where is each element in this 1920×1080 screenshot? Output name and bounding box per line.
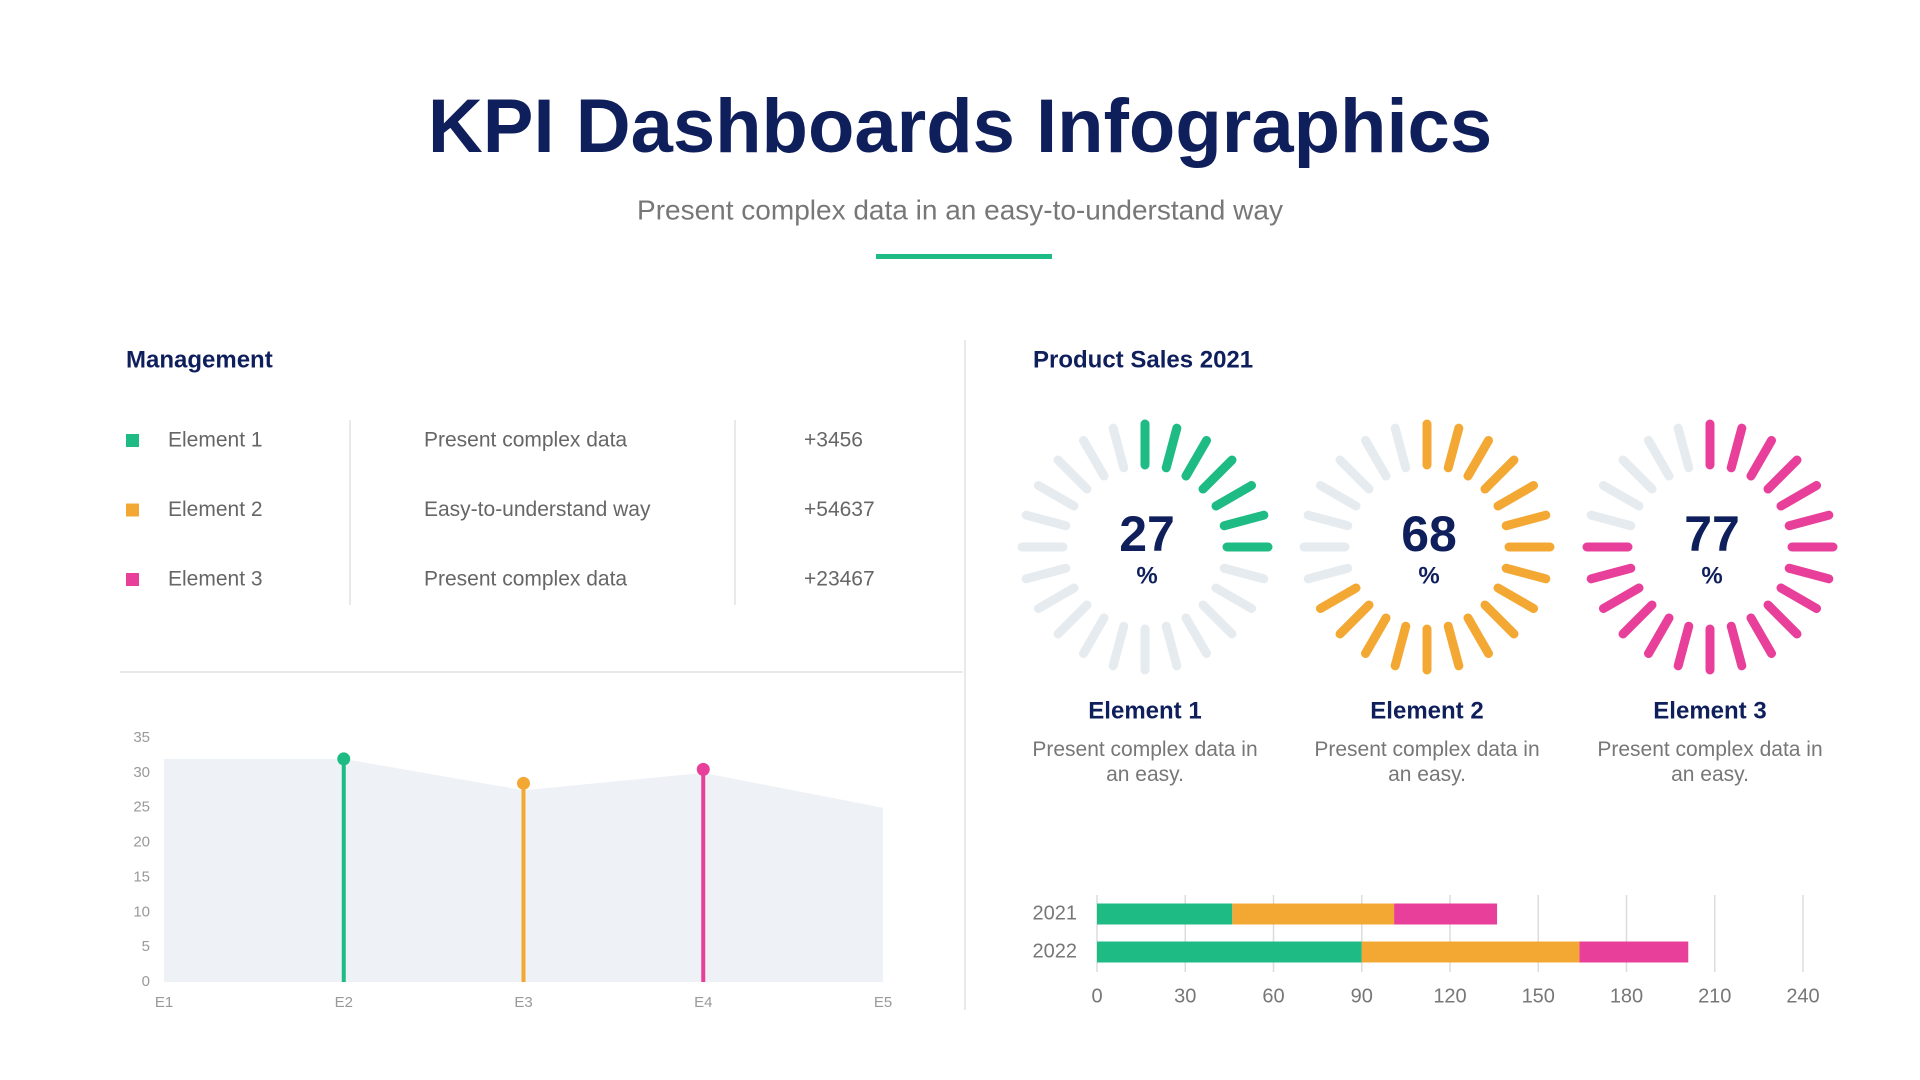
y-tick-label: 2021 — [1033, 902, 1078, 924]
gauge-fill — [1140, 419, 1273, 552]
row-value: +54637 — [804, 498, 875, 521]
gauge-fill — [1315, 419, 1555, 675]
section-title: Product Sales 2021 — [1033, 346, 1253, 373]
row-label: Element 2 — [168, 498, 263, 521]
gauge-fill — [1582, 419, 1838, 675]
x-tick-label: 0 — [1091, 985, 1102, 1007]
legend-swatch — [126, 503, 139, 517]
row-description: Easy-to-understand way — [424, 498, 651, 521]
bar-segment — [1361, 941, 1580, 963]
x-tick-label: E3 — [514, 994, 532, 1011]
gauge-value: 68 — [1401, 506, 1457, 562]
x-tick-label: 120 — [1433, 985, 1466, 1007]
x-tick-label: E4 — [694, 994, 712, 1011]
x-tick-label: E1 — [155, 994, 173, 1011]
stem-dot — [696, 762, 710, 776]
x-tick-label: 180 — [1610, 985, 1643, 1007]
x-tick-label: 240 — [1786, 985, 1819, 1007]
x-tick-label: E5 — [874, 994, 892, 1011]
bar-segment — [1394, 903, 1498, 925]
y-tick-label: 5 — [142, 938, 150, 955]
gauge-track — [1299, 423, 1411, 584]
y-tick-label: 15 — [133, 868, 150, 885]
x-tick-label: 210 — [1698, 985, 1731, 1007]
bar-segment — [1579, 941, 1689, 963]
row-value: +23467 — [804, 568, 875, 591]
element-name: Element 1 — [1088, 697, 1201, 724]
element-description: Present complex data in an easy. — [1597, 738, 1823, 786]
gauge-value: 77 — [1684, 506, 1740, 562]
element-description: Present complex data in an easy. — [1314, 738, 1540, 786]
bar-segment — [1232, 903, 1395, 925]
row-description: Present complex data — [424, 429, 627, 452]
gauge-unit: % — [1418, 562, 1439, 589]
stem-dot — [517, 776, 530, 790]
legend-swatch — [126, 434, 139, 447]
stem-dot — [337, 752, 351, 766]
row-label: Element 1 — [168, 429, 263, 452]
y-tick-label: 10 — [133, 903, 150, 920]
description-box: Present complex data in an easy. — [1032, 738, 1258, 786]
bar-segment — [1097, 941, 1362, 963]
subtitle: Present complex data in an easy-to-under… — [637, 194, 1283, 225]
element-description: Present complex data in an easy. — [1032, 738, 1258, 786]
x-tick-label: 90 — [1351, 985, 1373, 1007]
row-value: +3456 — [804, 429, 863, 452]
y-tick-label: 2022 — [1033, 940, 1078, 962]
description-box: Present complex data in an easy. — [1314, 738, 1540, 786]
element-name: Element 2 — [1370, 697, 1483, 724]
title-underline — [876, 254, 1052, 259]
gauge-unit: % — [1701, 562, 1722, 589]
description-box: Present complex data in an easy. — [1597, 738, 1823, 786]
x-tick-label: 150 — [1522, 985, 1555, 1007]
row-description: Present complex data — [424, 568, 627, 591]
element-name: Element 3 — [1653, 697, 1766, 724]
bar-segment — [1097, 903, 1233, 925]
y-tick-label: 0 — [142, 973, 150, 990]
y-tick-label: 25 — [133, 799, 150, 816]
x-tick-label: 30 — [1174, 985, 1196, 1007]
y-tick-label: 20 — [133, 834, 150, 851]
gauge-track — [1017, 423, 1269, 675]
x-tick-label: E2 — [335, 994, 353, 1011]
gauge-unit: % — [1136, 562, 1157, 589]
x-tick-label: 60 — [1262, 985, 1284, 1007]
page-title: KPI Dashboards Infographics — [428, 84, 1492, 169]
section-title: Management — [126, 346, 273, 373]
gauge-value: 27 — [1119, 506, 1175, 562]
y-tick-label: 35 — [133, 729, 150, 746]
y-tick-label: 30 — [133, 764, 150, 781]
gauge-track — [1586, 423, 1694, 531]
legend-swatch — [126, 573, 139, 586]
row-label: Element 3 — [168, 568, 263, 591]
